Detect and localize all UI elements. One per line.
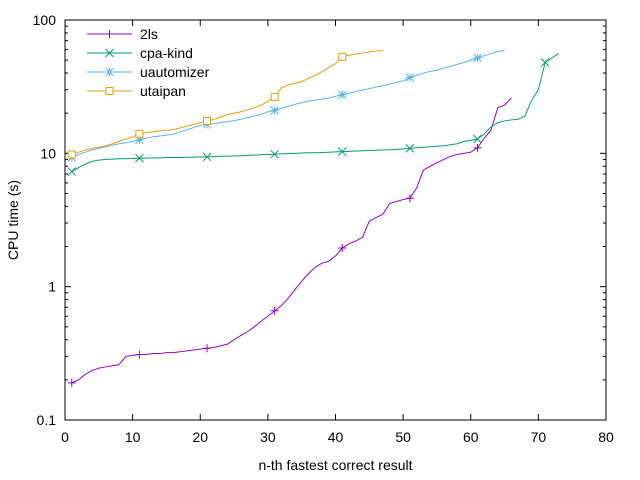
data-point (135, 350, 144, 359)
data-point (67, 167, 77, 176)
legend-label: utaipan (140, 83, 186, 99)
data-point (135, 135, 144, 145)
legend-item-utaipan: utaipan (87, 83, 186, 99)
x-tick-label: 70 (531, 429, 547, 445)
y-tick-label: 100 (33, 12, 57, 28)
series-uautomizer (67, 50, 505, 162)
data-point (405, 73, 415, 82)
series-line (71, 97, 512, 384)
data-point (67, 150, 76, 159)
data-point (337, 147, 347, 156)
data-point (405, 143, 415, 153)
legend-marker (105, 30, 114, 38)
series-utaipan (67, 50, 383, 159)
series-layer (67, 50, 559, 387)
y-tick-label: 0.1 (37, 412, 57, 428)
series-2ls (67, 97, 512, 387)
data-point (473, 143, 482, 152)
data-point (473, 53, 482, 63)
x-axis-title: n-th fastest correct result (258, 457, 412, 473)
data-point (338, 52, 347, 61)
y-axis-title: CPU time (s) (5, 180, 21, 260)
legend-label: uautomizer (140, 64, 210, 80)
x-tick-label: 40 (328, 429, 344, 445)
data-point (270, 106, 279, 115)
data-point (270, 149, 279, 159)
data-point (337, 90, 347, 100)
legend-label: 2ls (140, 26, 158, 42)
legend-item-2ls: 2ls (87, 26, 158, 42)
data-point (67, 378, 76, 387)
legend-marker (105, 87, 114, 95)
x-tick-label: 10 (125, 429, 141, 445)
data-point (338, 243, 347, 252)
legend-label: cpa-kind (140, 45, 193, 61)
y-tick-label: 1 (48, 279, 56, 295)
x-tick-label: 0 (61, 429, 69, 445)
series-line (71, 50, 383, 155)
data-point (203, 344, 212, 353)
data-point (270, 92, 279, 101)
series-cpa-kind (67, 53, 559, 176)
legend-marker (105, 48, 114, 58)
legend-item-cpa-kind: cpa-kind (87, 45, 193, 61)
x-tick-label: 50 (395, 429, 411, 445)
y-tick-label: 10 (40, 145, 56, 161)
axis-ticks: 0 10 20 30 40 50 60 70 80 0.1 1 10 100 (33, 12, 614, 445)
legend-marker (105, 67, 114, 77)
plot-frame (64, 19, 607, 421)
data-point (135, 129, 144, 138)
data-point (540, 58, 550, 67)
x-tick-label: 20 (192, 429, 208, 445)
x-tick-label: 80 (598, 429, 614, 445)
data-point (135, 153, 144, 163)
legend-item-uautomizer: uautomizer (87, 64, 210, 80)
x-tick-label: 30 (260, 429, 276, 445)
legend: 2ls cpa-kind uautomizer utaipan (87, 26, 210, 99)
data-point (203, 116, 212, 125)
data-point (270, 306, 279, 315)
data-point (405, 194, 414, 203)
data-point (202, 152, 212, 162)
data-point (473, 134, 482, 144)
series-line (71, 50, 505, 158)
x-tick-label: 60 (463, 429, 479, 445)
